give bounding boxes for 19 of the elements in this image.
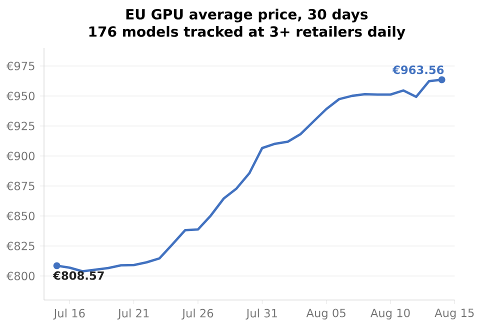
x-tick-label: Aug 15 bbox=[434, 308, 474, 320]
x-tick-label: Jul 16 bbox=[53, 308, 85, 320]
y-tick-label: €975 bbox=[6, 62, 34, 70]
y-tick-label: €925 bbox=[6, 122, 34, 130]
chart-title: EU GPU average price, 30 days bbox=[126, 8, 368, 22]
y-tick-label: €900 bbox=[6, 152, 35, 160]
annotation: €808.57 bbox=[52, 271, 104, 280]
annotation: €963.56 bbox=[392, 66, 444, 74]
y-tick-label: €850 bbox=[6, 212, 35, 220]
x-tick-label: Jul 21 bbox=[117, 308, 149, 320]
y-tick-label: €800 bbox=[6, 272, 35, 280]
x-tick-label: Aug 05 bbox=[306, 308, 346, 320]
y-tick-label: €825 bbox=[6, 242, 34, 250]
y-tick-label: €875 bbox=[6, 182, 34, 190]
x-tick-label: Aug 10 bbox=[370, 308, 410, 320]
x-tick-label: Jul 31 bbox=[246, 308, 277, 320]
chart-subtitle: 176 models tracked at 3+ retailers daily bbox=[89, 26, 406, 40]
x-tick-label: Jul 26 bbox=[182, 308, 214, 320]
y-tick-label: €950 bbox=[6, 92, 35, 100]
